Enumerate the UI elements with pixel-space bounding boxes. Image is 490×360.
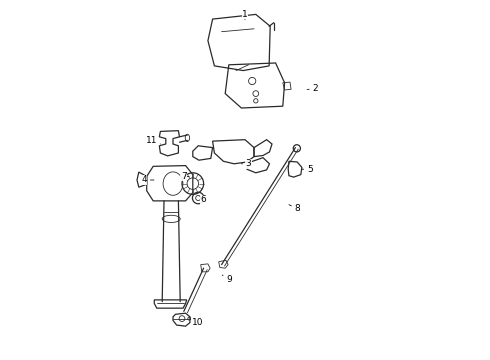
Text: 9: 9 — [222, 274, 232, 284]
Text: 2: 2 — [307, 84, 318, 93]
Text: 4: 4 — [142, 175, 154, 184]
Text: 10: 10 — [193, 318, 204, 327]
Text: 8: 8 — [289, 204, 300, 213]
Text: 6: 6 — [200, 195, 206, 204]
Text: 1: 1 — [242, 10, 248, 20]
Text: 7: 7 — [181, 172, 189, 181]
Text: 3: 3 — [242, 159, 251, 168]
Text: 5: 5 — [302, 165, 313, 174]
Text: 11: 11 — [146, 136, 160, 145]
